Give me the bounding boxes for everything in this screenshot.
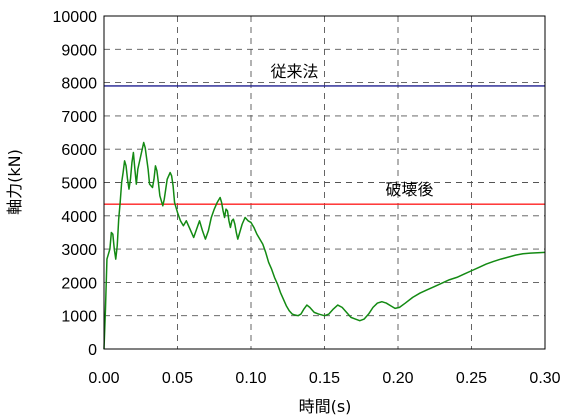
x-tick-label: 0.10 [235, 370, 266, 387]
series-line [103, 141, 546, 350]
y-tick-label: 4000 [61, 209, 97, 226]
x-tick-label: 0.05 [162, 370, 193, 387]
y-tick-label: 1000 [61, 309, 97, 326]
reference-lines [104, 85, 545, 205]
reference-line-label: 従来法 [270, 62, 318, 81]
y-tick-label: 7000 [61, 109, 97, 126]
y-tick-label: 10000 [53, 9, 98, 26]
x-axis-label: 時間(s) [299, 397, 352, 416]
x-tick-label: 0.25 [456, 370, 487, 387]
y-tick-label: 8000 [61, 76, 97, 93]
x-tick-label: 0.15 [309, 370, 340, 387]
x-tick-label: 0.00 [88, 370, 119, 387]
y-tick-label: 3000 [61, 242, 97, 259]
x-axis-ticks: 0.00 0.05 0.10 0.15 0.20 0.25 0.30 [88, 370, 560, 387]
series-layer [103, 141, 546, 350]
grid-lines [104, 16, 545, 349]
x-tick-label: 0.30 [529, 370, 560, 387]
y-tick-label: 5000 [61, 176, 97, 193]
y-axis-ticks: 0 1000 2000 3000 4000 5000 6000 7000 8000 9000 100… [53, 9, 98, 359]
y-tick-label: 9000 [61, 42, 97, 59]
y-tick-label: 0 [88, 342, 97, 359]
plot-area-frame [103, 15, 546, 350]
reference-line-label: 破壊後 [385, 180, 433, 199]
y-tick-label: 6000 [61, 142, 97, 159]
y-tick-label: 2000 [61, 275, 97, 292]
x-tick-label: 0.20 [382, 370, 413, 387]
y-axis-label: 軸力(kN) [5, 149, 24, 215]
